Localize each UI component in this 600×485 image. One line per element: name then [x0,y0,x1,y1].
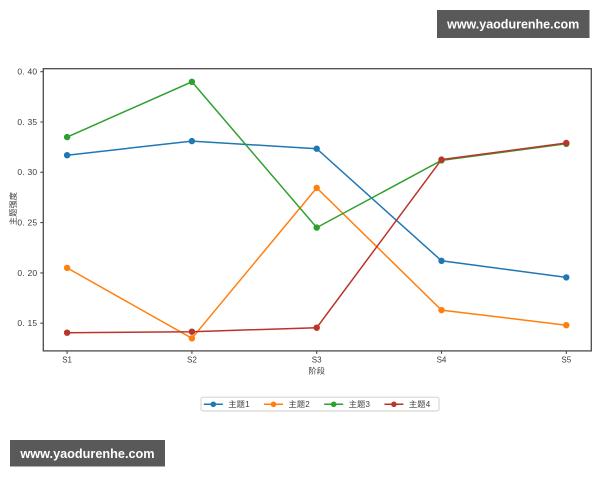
svg-text:S5: S5 [561,356,571,365]
svg-text:2: 2 [305,400,310,409]
svg-text:www.yaodurenhe.com: www.yaodurenhe.com [446,18,579,32]
svg-text:0. 40: 0. 40 [17,67,37,77]
svg-text:0. 35: 0. 35 [17,117,37,127]
svg-text:S1: S1 [62,356,72,365]
svg-text:0. 15: 0. 15 [17,318,37,328]
svg-text:0. 20: 0. 20 [17,268,37,278]
svg-text:S4: S4 [437,356,447,365]
svg-text:S2: S2 [187,356,197,365]
svg-text:S3: S3 [312,356,322,365]
svg-text:0. 30: 0. 30 [17,167,37,177]
svg-text:1: 1 [245,400,250,409]
svg-text:www.yaodurenhe.com: www.yaodurenhe.com [19,447,154,461]
svg-text:4: 4 [426,400,431,409]
svg-text:3: 3 [366,400,371,409]
svg-text:0. 25: 0. 25 [17,218,37,228]
